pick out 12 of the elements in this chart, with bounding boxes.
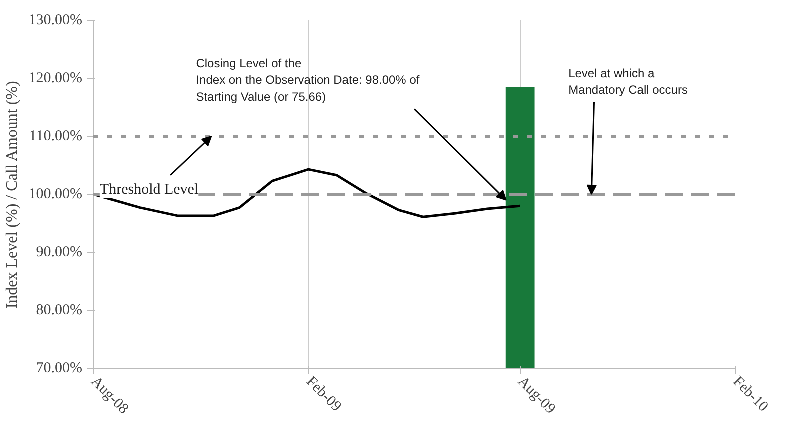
y-axis-title: Index Level (%) / Call Amount (%) (4, 81, 21, 309)
y-tick-label: 110.00% (29, 128, 83, 144)
annotation: Closing Level of the Index on the Observation Date: 98.00% of Starting Value (or 75.66) (196, 56, 420, 104)
y-tick-label: 130.00% (28, 12, 83, 28)
annotation: Threshold Level (100, 182, 199, 198)
y-tick-label: 90.00% (36, 244, 83, 260)
y-tick-label: 80.00% (36, 302, 83, 318)
y-tick-label: 100.00% (28, 186, 83, 202)
y-tick-label: 120.00% (28, 70, 83, 86)
y-tick-label: 70.00% (36, 360, 83, 376)
line-series (94, 168, 522, 218)
annotation: Level at which a Mandatory Call occurs (568, 66, 688, 98)
